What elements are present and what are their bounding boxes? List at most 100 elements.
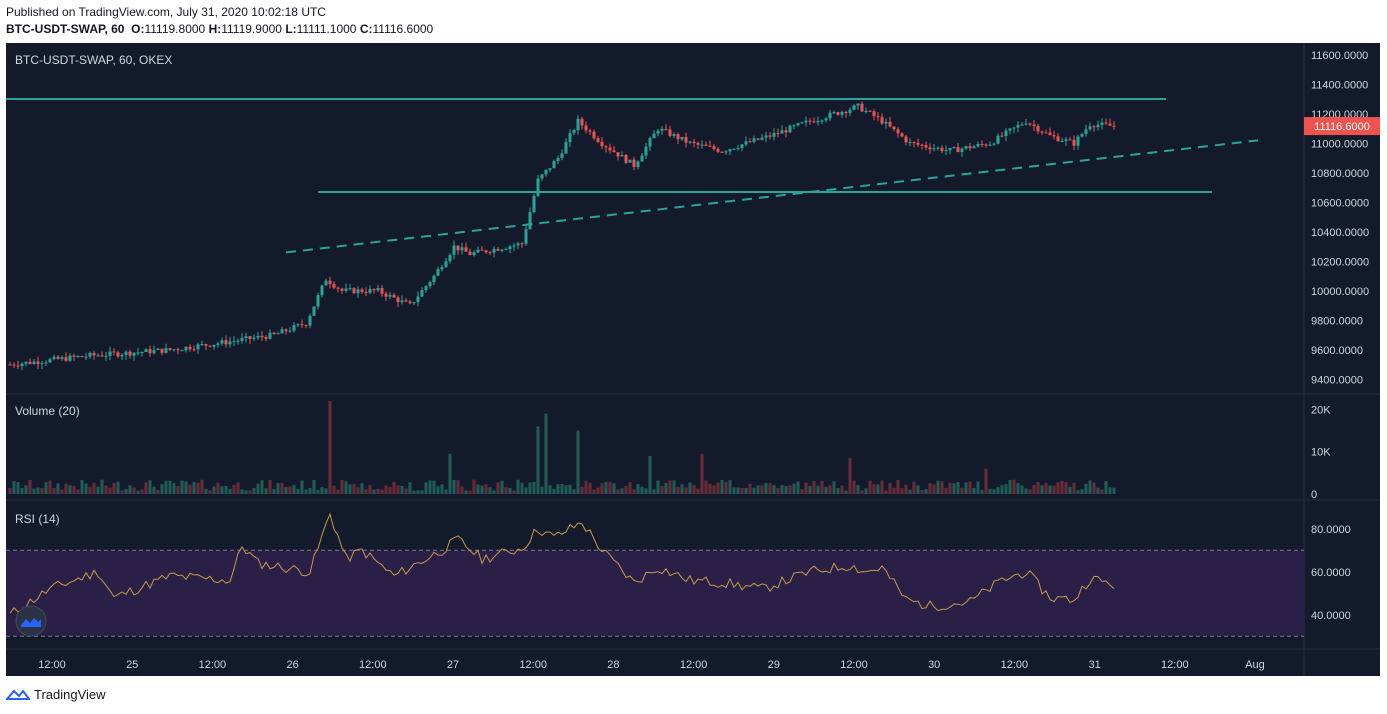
candle-body: [544, 169, 548, 175]
volume-bar: [452, 479, 456, 494]
candle-body: [1012, 127, 1016, 129]
trend-line[interactable]: [285, 139, 1259, 254]
published-line: Published on TradingView.com, July 31, 2…: [6, 5, 326, 19]
candle-body: [448, 254, 452, 262]
volume-bar: [1096, 487, 1100, 494]
candle-body: [244, 336, 248, 339]
candle-body: [48, 359, 52, 363]
candle-body: [748, 141, 752, 143]
candle-body: [296, 324, 300, 326]
price-axis[interactable]: 11600.000011400.000011200.000011000.0000…: [1311, 50, 1369, 386]
candle-body: [500, 249, 504, 251]
candle-body: [960, 148, 964, 153]
volume-bar: [164, 480, 168, 494]
rsi-tick-label: 80.0000: [1311, 524, 1351, 536]
candle-body: [972, 146, 976, 149]
candle-body: [848, 109, 852, 114]
candle-body: [996, 135, 1000, 144]
candle-body: [784, 130, 788, 133]
candle-body: [372, 289, 376, 291]
candle-body: [416, 296, 420, 303]
candle-body: [1028, 123, 1032, 125]
volume-bar: [60, 489, 64, 494]
time-axis[interactable]: 12:00 25 12:00 26 12:00 27 12:00 28 12:00 29 12:00…: [38, 659, 1265, 671]
candle-body: [796, 123, 800, 126]
candle-body: [572, 130, 576, 134]
volume-bar: [648, 455, 652, 494]
rsi-band: [6, 550, 1304, 637]
candle-body: [464, 247, 468, 252]
chart-canvas[interactable]: 11600.000011400.000011200.000011000.0000…: [6, 43, 1380, 676]
volume-bar: [344, 481, 348, 494]
candle-body: [712, 146, 716, 149]
volume-bar: [808, 485, 812, 494]
volume-bar: [692, 485, 696, 494]
price-tick-label: 9600.0000: [1311, 345, 1363, 357]
candle-body: [744, 141, 748, 145]
volume-bar: [272, 488, 276, 494]
volume-bar: [160, 484, 164, 494]
candle-body: [108, 351, 112, 356]
volume-bar: [756, 485, 760, 494]
candle-body: [92, 352, 96, 356]
candle-body: [640, 155, 644, 162]
candle-body: [832, 112, 836, 114]
volume-axis[interactable]: 20K 10K 0: [1311, 404, 1331, 501]
chart-frame[interactable]: 11600.0000 11400.0000 11200.0000 11000.0000…: [6, 43, 1380, 676]
candle-body: [716, 148, 720, 152]
rsi-axis[interactable]: 80.0000 60.0000 40.0000: [1311, 524, 1351, 622]
candle-body: [476, 249, 480, 253]
volume-bar: [64, 483, 68, 494]
volume-bar: [1108, 487, 1112, 494]
volume-bar: [668, 480, 672, 494]
volume-bar: [704, 480, 708, 494]
candle-body: [532, 196, 536, 213]
volume-bar: [488, 487, 492, 494]
candle-body: [660, 128, 664, 131]
volume-bar: [680, 484, 684, 494]
volume-bar: [684, 487, 688, 494]
volume-bar: [464, 490, 468, 494]
volume-bar: [732, 487, 736, 494]
candle-body: [968, 146, 972, 149]
volume-bar: [476, 484, 480, 494]
volume-bar: [1036, 481, 1040, 494]
volume-bar: [632, 489, 636, 494]
volume-bar: [152, 486, 156, 494]
volume-bar: [660, 486, 664, 494]
candle-body: [1068, 139, 1072, 141]
volume-bar: [416, 490, 420, 494]
volume-bar: [1012, 479, 1016, 494]
volume-bar: [116, 481, 120, 494]
volume-bar: [96, 486, 100, 494]
candle-body: [8, 364, 12, 366]
volume-bar: [432, 480, 436, 494]
candle-body: [104, 355, 108, 357]
candle-body: [764, 135, 768, 138]
volume-bar: [224, 486, 228, 494]
volume-bar: [300, 480, 304, 494]
candle-body: [196, 344, 200, 350]
volume-bar: [580, 486, 584, 494]
candle-body: [220, 340, 224, 344]
volume-bar: [156, 489, 160, 494]
candle-body: [292, 325, 296, 331]
candle-body: [1064, 139, 1068, 142]
volume-bar: [712, 485, 716, 494]
volume-bar: [176, 486, 180, 494]
candle-body: [420, 290, 424, 297]
volume-bar: [1104, 481, 1108, 494]
low-value: 11111.1000: [296, 22, 357, 36]
volume-bar: [248, 490, 252, 494]
candle-body: [880, 117, 884, 124]
volume-bar: [1060, 480, 1064, 494]
open-value: 11119.8000: [144, 22, 206, 36]
candle-body: [300, 324, 304, 326]
volume-bar: [1076, 490, 1080, 494]
candle-body: [920, 144, 924, 146]
volume-bar: [960, 487, 964, 494]
candle-body: [852, 105, 856, 110]
volume-bar: [604, 481, 608, 494]
price-tick-label: 10600.0000: [1311, 197, 1369, 209]
volume-bar: [388, 486, 392, 494]
